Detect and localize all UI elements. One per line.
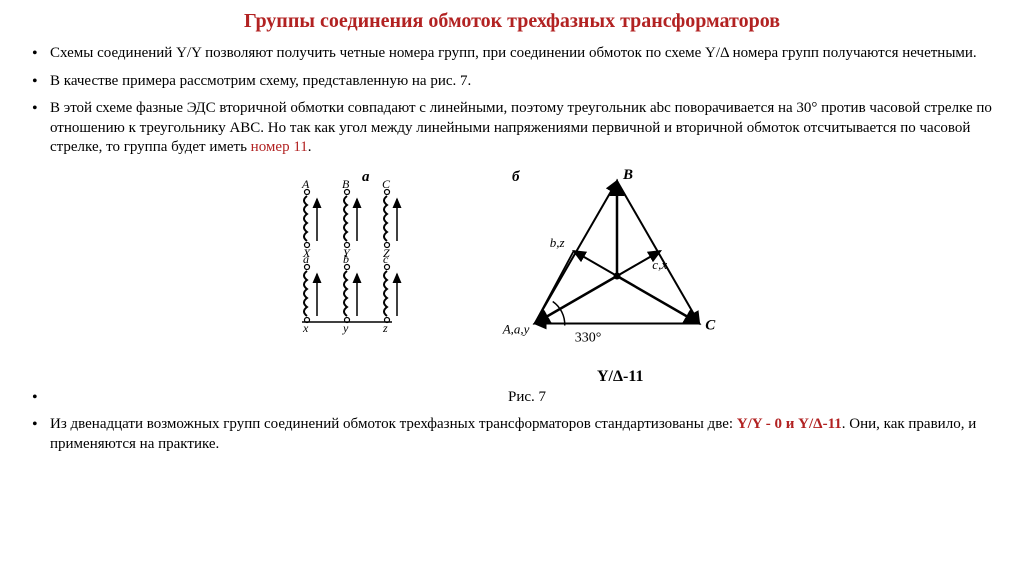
svg-text:c: c (383, 252, 389, 266)
svg-text:а: а (362, 169, 370, 185)
svg-text:C: C (705, 317, 716, 333)
svg-text:б: б (512, 169, 520, 185)
bullet-3-end: . (308, 139, 312, 155)
bullet-list-2: Рис. 7 Из двенадцати возможных групп сое… (20, 388, 1004, 455)
svg-text:b,z: b,z (550, 235, 565, 250)
svg-text:a: a (303, 252, 309, 266)
transformer-diagram: абAXBYCZaxbyczBCA,a,yb,zc,x330°Y/Δ-11 (262, 166, 762, 386)
svg-text:c,x: c,x (652, 257, 667, 272)
svg-text:B: B (622, 167, 633, 183)
page-title: Группы соединения обмоток трехфазных тра… (20, 8, 1004, 34)
figure-caption: Рис. 7 (20, 388, 1004, 408)
figure: абAXBYCZaxbyczBCA,a,yb,zc,x330°Y/Δ-11 (20, 166, 1004, 386)
svg-text:A,a,y: A,a,y (502, 321, 530, 336)
bullet-3-text: В этой схеме фазные ЭДС вторичной обмотк… (50, 100, 992, 155)
svg-text:y: y (342, 321, 349, 335)
bullet-list: Схемы соединений Y/Y позволяют получить … (20, 44, 1004, 158)
svg-text:B: B (342, 177, 350, 191)
bullet-3-red: номер 11 (251, 139, 308, 155)
bullet-3: В этой схеме фазные ЭДС вторичной обмотк… (20, 99, 1004, 158)
bullet-2: В качестве примера рассмотрим схему, пре… (20, 72, 1004, 92)
bullet-5-text: Из двенадцати возможных групп соединений… (50, 416, 737, 432)
svg-text:C: C (382, 177, 391, 191)
svg-text:x: x (302, 321, 309, 335)
bullet-5: Из двенадцати возможных групп соединений… (20, 415, 1004, 454)
svg-text:A: A (301, 177, 310, 191)
svg-text:b: b (343, 252, 349, 266)
bullet-1: Схемы соединений Y/Y позволяют получить … (20, 44, 1004, 64)
svg-text:z: z (382, 321, 388, 335)
svg-text:Y/Δ-11: Y/Δ-11 (597, 368, 643, 385)
svg-text:330°: 330° (575, 330, 602, 345)
bullet-5-red: Y/Y - 0 и Y/Δ-11 (737, 416, 842, 432)
